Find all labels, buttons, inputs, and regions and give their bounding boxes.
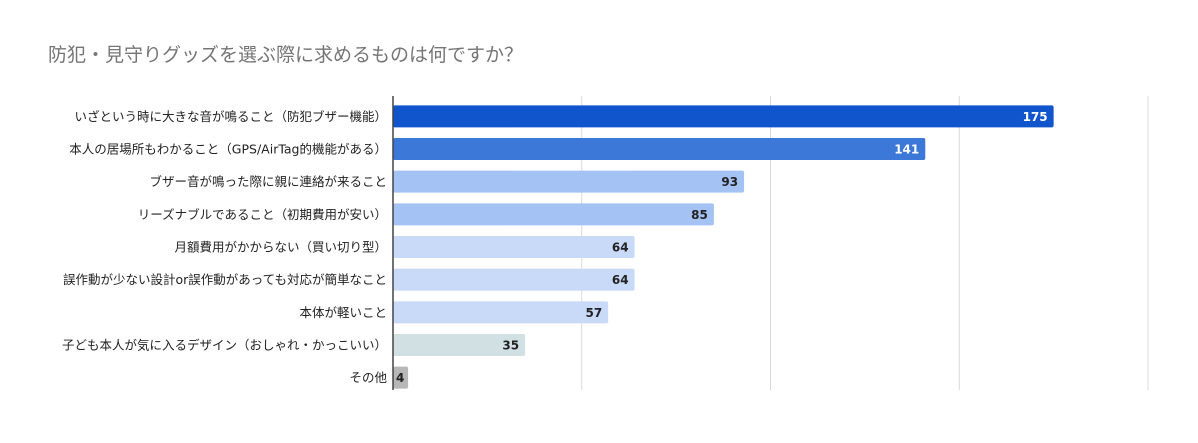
bar xyxy=(393,170,745,193)
category-label: いざという時に大きな音が鳴ること（防犯ブザー機能） xyxy=(74,109,387,124)
category-label: リーズナブルであること（初期費用が安い） xyxy=(138,207,387,222)
category-label: 子ども本人が気に入るデザイン（おしゃれ・かっこいい） xyxy=(62,338,387,353)
data-label: 175 xyxy=(1023,110,1048,124)
data-label: 141 xyxy=(894,143,919,157)
bar xyxy=(393,138,926,160)
category-label: ブザー音が鳴った際に親に連絡が来ること xyxy=(149,174,387,189)
bar xyxy=(393,236,635,258)
chart-title: 防犯・見守りグッズを選ぶ際に求めるものは何ですか？ xyxy=(48,44,523,66)
data-label: 35 xyxy=(502,339,519,353)
category-label: その他 xyxy=(349,370,387,385)
data-label: 64 xyxy=(612,241,629,255)
category-label: 誤作動が少ない設計or誤作動があっても対応が簡単なこと xyxy=(63,272,387,287)
category-label: 月額費用がかからない（買い切り型） xyxy=(174,240,387,255)
data-label: 93 xyxy=(721,175,738,189)
data-label: 4 xyxy=(396,371,404,385)
bar xyxy=(393,105,1054,128)
bar xyxy=(393,334,526,356)
bar xyxy=(393,203,714,226)
category-label: 本人の居場所もわかること（GPS/AirTag的機能がある） xyxy=(69,142,387,157)
data-label: 57 xyxy=(585,306,602,320)
category-label: 本体が軽いこと xyxy=(299,305,387,320)
bar xyxy=(393,301,609,324)
bar xyxy=(393,268,635,291)
data-label: 64 xyxy=(612,273,629,287)
bar xyxy=(393,366,409,389)
data-label: 85 xyxy=(691,208,708,222)
